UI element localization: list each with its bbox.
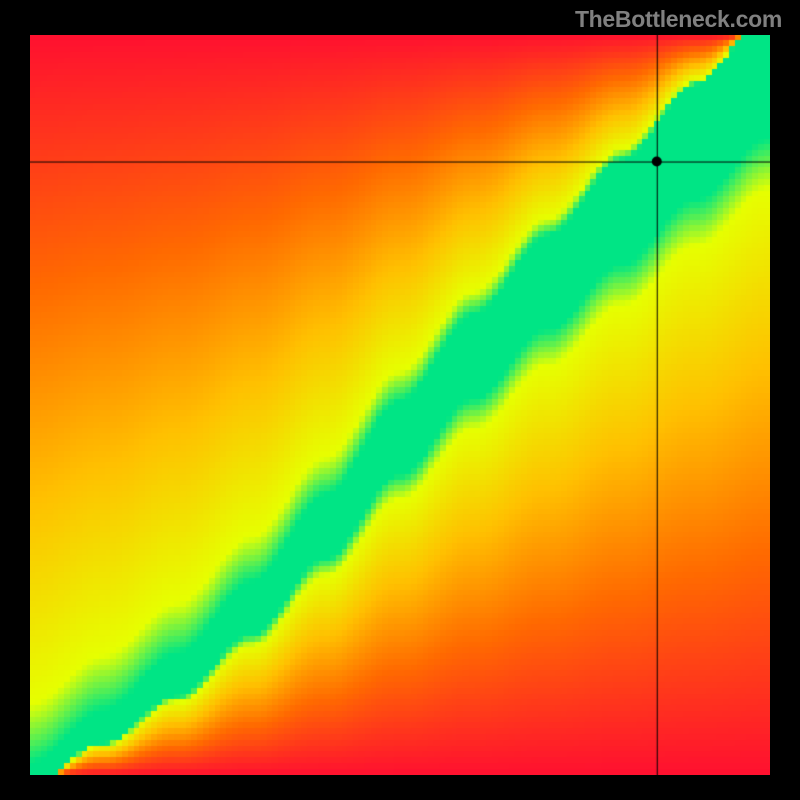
watermark-text: TheBottleneck.com — [575, 6, 782, 33]
heatmap-plot-area — [30, 35, 770, 775]
heatmap-canvas — [30, 35, 770, 775]
chart-container: TheBottleneck.com — [0, 0, 800, 800]
